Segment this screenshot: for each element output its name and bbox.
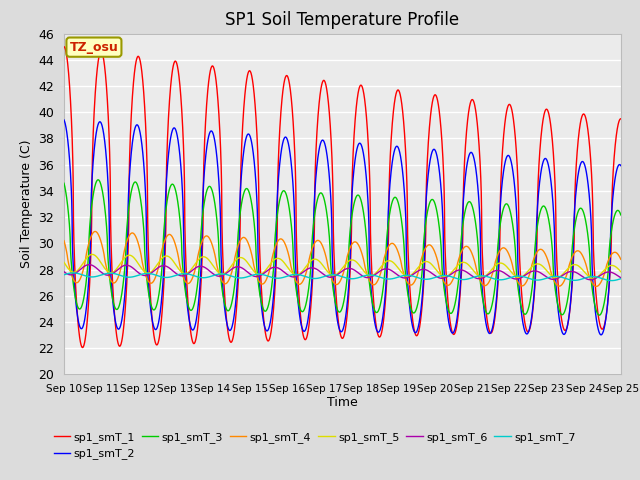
sp1_smT_3 bbox=[94, 177, 102, 183]
Line: sp1_smT_7: sp1_smT_7 bbox=[64, 273, 621, 281]
sp1_smT_2 bbox=[397, 154, 404, 160]
sp1_smT_3 bbox=[216, 263, 223, 268]
sp1_smT_4 bbox=[92, 228, 99, 234]
sp1_smT_2 bbox=[60, 117, 68, 123]
sp1_smT_7 bbox=[617, 276, 625, 282]
sp1_smT_2 bbox=[216, 189, 223, 195]
sp1_smT_6 bbox=[406, 273, 414, 279]
sp1_smT_6 bbox=[617, 275, 625, 280]
sp1_smT_1 bbox=[617, 116, 625, 121]
sp1_smT_1 bbox=[564, 320, 572, 326]
sp1_smT_3 bbox=[180, 272, 188, 278]
sp1_smT_4 bbox=[397, 258, 404, 264]
sp1_smT_7 bbox=[608, 278, 616, 284]
sp1_smT_6 bbox=[216, 273, 223, 279]
sp1_smT_6 bbox=[85, 262, 93, 267]
sp1_smT_3 bbox=[595, 312, 603, 318]
Legend: sp1_smT_1, sp1_smT_2, sp1_smT_3, sp1_smT_4, sp1_smT_5, sp1_smT_6, sp1_smT_7: sp1_smT_1, sp1_smT_2, sp1_smT_3, sp1_smT… bbox=[49, 428, 580, 464]
sp1_smT_7 bbox=[406, 273, 414, 278]
sp1_smT_5 bbox=[60, 260, 68, 265]
sp1_smT_4 bbox=[617, 256, 625, 262]
Line: sp1_smT_6: sp1_smT_6 bbox=[64, 264, 621, 280]
sp1_smT_1 bbox=[216, 125, 223, 131]
sp1_smT_5 bbox=[589, 276, 597, 281]
sp1_smT_1 bbox=[406, 295, 414, 301]
sp1_smT_2 bbox=[179, 212, 187, 218]
sp1_smT_7 bbox=[617, 276, 625, 282]
sp1_smT_7 bbox=[69, 270, 77, 276]
sp1_smT_3 bbox=[60, 180, 68, 186]
sp1_smT_5 bbox=[406, 273, 414, 278]
Text: TZ_osu: TZ_osu bbox=[70, 41, 118, 54]
sp1_smT_5 bbox=[397, 268, 404, 274]
Line: sp1_smT_1: sp1_smT_1 bbox=[64, 47, 621, 348]
sp1_smT_4 bbox=[180, 275, 188, 280]
sp1_smT_3 bbox=[564, 294, 572, 300]
sp1_smT_5 bbox=[617, 269, 625, 275]
sp1_smT_6 bbox=[180, 273, 188, 279]
sp1_smT_2 bbox=[406, 310, 414, 316]
sp1_smT_5 bbox=[617, 269, 625, 275]
sp1_smT_3 bbox=[617, 212, 625, 218]
sp1_smT_1 bbox=[79, 345, 86, 350]
Title: SP1 Soil Temperature Profile: SP1 Soil Temperature Profile bbox=[225, 11, 460, 29]
sp1_smT_4 bbox=[406, 282, 414, 288]
sp1_smT_4 bbox=[60, 238, 68, 244]
sp1_smT_5 bbox=[88, 252, 96, 257]
Line: sp1_smT_4: sp1_smT_4 bbox=[64, 231, 621, 287]
sp1_smT_4 bbox=[216, 273, 223, 278]
sp1_smT_6 bbox=[617, 275, 625, 281]
sp1_smT_7 bbox=[216, 271, 223, 277]
sp1_smT_6 bbox=[397, 274, 404, 280]
sp1_smT_6 bbox=[60, 269, 68, 275]
sp1_smT_4 bbox=[617, 256, 625, 262]
sp1_smT_7 bbox=[60, 272, 68, 277]
sp1_smT_4 bbox=[593, 284, 600, 289]
sp1_smT_5 bbox=[216, 270, 223, 276]
sp1_smT_5 bbox=[180, 270, 188, 276]
sp1_smT_3 bbox=[617, 212, 625, 217]
sp1_smT_5 bbox=[564, 265, 572, 271]
sp1_smT_4 bbox=[564, 267, 572, 273]
sp1_smT_2 bbox=[617, 163, 625, 168]
Y-axis label: Soil Temperature (C): Soil Temperature (C) bbox=[20, 140, 33, 268]
Line: sp1_smT_3: sp1_smT_3 bbox=[64, 180, 621, 315]
sp1_smT_2 bbox=[597, 332, 605, 338]
sp1_smT_7 bbox=[180, 271, 188, 276]
sp1_smT_6 bbox=[587, 277, 595, 283]
sp1_smT_1 bbox=[617, 116, 625, 122]
sp1_smT_1 bbox=[180, 142, 188, 148]
sp1_smT_3 bbox=[406, 305, 414, 311]
sp1_smT_6 bbox=[564, 269, 572, 275]
X-axis label: Time: Time bbox=[327, 396, 358, 408]
sp1_smT_2 bbox=[564, 321, 572, 326]
sp1_smT_2 bbox=[617, 162, 625, 168]
sp1_smT_7 bbox=[564, 276, 572, 282]
sp1_smT_1 bbox=[60, 44, 68, 49]
sp1_smT_3 bbox=[397, 213, 404, 218]
Line: sp1_smT_5: sp1_smT_5 bbox=[64, 254, 621, 278]
sp1_smT_1 bbox=[397, 95, 404, 100]
sp1_smT_7 bbox=[397, 274, 404, 279]
Line: sp1_smT_2: sp1_smT_2 bbox=[64, 120, 621, 335]
